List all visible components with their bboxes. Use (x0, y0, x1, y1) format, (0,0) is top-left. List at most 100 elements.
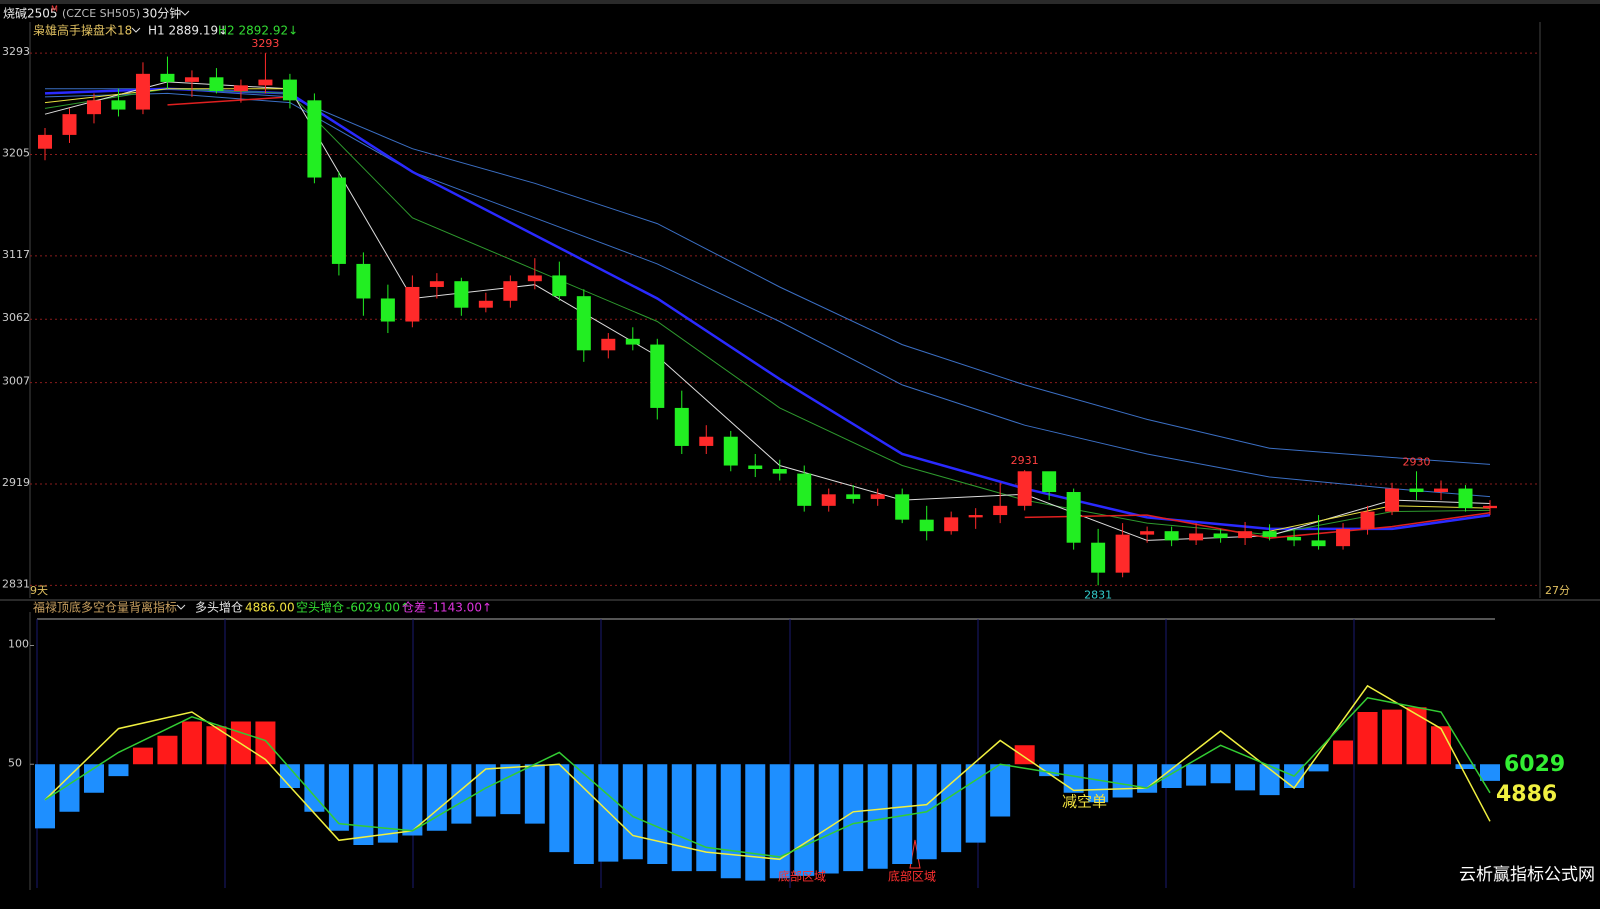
candle-body (944, 517, 959, 532)
histogram-bar (941, 764, 962, 853)
histogram-bar (255, 721, 276, 765)
readout-label: 仓差 (402, 601, 426, 615)
candle-body (748, 465, 763, 469)
candle-body (429, 281, 444, 287)
candle-body (405, 286, 420, 322)
candle-body (1213, 533, 1228, 539)
histogram-bar (573, 764, 594, 864)
readout: H2 2892.92↓ (218, 24, 298, 38)
candle-body (356, 263, 371, 299)
annotation: 减空单 (1062, 793, 1107, 811)
contract-code: (CZCE SH505) (62, 7, 140, 20)
candle-body (1385, 488, 1400, 512)
period-dropdown[interactable] (180, 10, 190, 16)
candle-body (331, 177, 346, 264)
candle-body (1189, 533, 1204, 541)
candle-body (282, 79, 297, 101)
histogram-bar (1088, 764, 1109, 803)
candle-body (993, 505, 1008, 516)
y-tick-label: 3007 (2, 375, 30, 388)
candle-body (1115, 534, 1130, 573)
histogram-bar (720, 764, 741, 879)
histogram-bar (549, 764, 570, 853)
x-right-label: 27分 (1545, 584, 1570, 597)
candle-body (870, 494, 885, 499)
histogram-bar (1186, 764, 1207, 786)
y-tick-label: 3293 (2, 45, 30, 58)
high-label: 2931 (1011, 454, 1039, 467)
y-tick-label: 3062 (2, 311, 30, 324)
y-tick-label: 3117 (2, 248, 30, 261)
candle-body (209, 77, 224, 92)
histogram-bar (818, 764, 839, 874)
histogram-bar (377, 764, 398, 843)
candle-body (797, 473, 812, 506)
candle-body (919, 519, 934, 532)
annotation: 底部区域 (778, 869, 826, 884)
symbol-sup: M (51, 5, 58, 14)
candle-body (38, 134, 52, 149)
histogram-bar (328, 764, 349, 831)
readout-label: 空头增仓 (296, 601, 344, 615)
candle-body (625, 338, 640, 345)
histogram-bar (1431, 726, 1452, 765)
y-tick-label: 2919 (2, 476, 30, 489)
histogram-bar (1480, 764, 1500, 781)
candle-body (258, 79, 273, 86)
candle-body (674, 407, 689, 446)
y-tick-label: 2831 (2, 577, 30, 590)
readout-value: -1143.00↑ (428, 601, 492, 615)
histogram-bar (451, 764, 472, 824)
indicator-line (44, 696, 1491, 858)
candle-body (184, 77, 199, 82)
candle-body (772, 468, 787, 474)
readout-value: -6029.00↑ (346, 601, 410, 615)
histogram-bar (867, 764, 888, 869)
candle-body (1140, 531, 1155, 535)
histogram-bar (1161, 764, 1182, 788)
candle-body (503, 281, 518, 301)
histogram-bar (500, 764, 521, 815)
candle-body (1483, 505, 1497, 509)
histogram-bar (1357, 712, 1378, 765)
candle-body (527, 275, 542, 282)
histogram-bar (1333, 740, 1354, 765)
candle-body (1311, 540, 1326, 547)
histogram-bar (696, 764, 717, 872)
indicator-dropdown[interactable] (176, 604, 186, 610)
candle-body (723, 436, 738, 466)
candle-body (1336, 528, 1351, 547)
candle-body (62, 114, 77, 135)
histogram-bar (1039, 764, 1060, 777)
readout-label: 多头增仓 (195, 601, 243, 615)
candle-body (601, 338, 616, 351)
candle-body (478, 300, 493, 308)
histogram-bar (1308, 764, 1329, 772)
histogram-bar (1112, 764, 1133, 798)
candle-body (86, 100, 101, 115)
histogram-bar (598, 764, 619, 862)
period-select[interactable]: 30分钟 (142, 6, 181, 21)
histogram-bar (990, 764, 1011, 817)
y-tick-label: 100 (8, 638, 29, 651)
candle-body (1360, 511, 1375, 529)
histogram-bar (402, 764, 423, 836)
candle-body (1017, 471, 1032, 506)
y-tick-label: 50 (8, 756, 22, 769)
histogram-bar (1382, 709, 1403, 765)
candle-body (650, 344, 665, 408)
candle-body (576, 296, 591, 351)
histogram-bar (622, 764, 643, 860)
histogram-bar (671, 764, 692, 872)
candle-body (233, 85, 248, 92)
watermark: 云析赢指标公式网 (1459, 865, 1595, 885)
histogram-bar (1063, 764, 1084, 793)
candle-body (1238, 531, 1253, 539)
indicator-dropdown[interactable] (131, 27, 141, 33)
histogram-bar (157, 735, 178, 765)
symbol: 烧碱2505 (3, 7, 58, 21)
histogram-bar (304, 764, 325, 812)
histogram-bar (59, 764, 80, 812)
indicator-title: 枭雄高手操盘术18 (33, 23, 132, 38)
